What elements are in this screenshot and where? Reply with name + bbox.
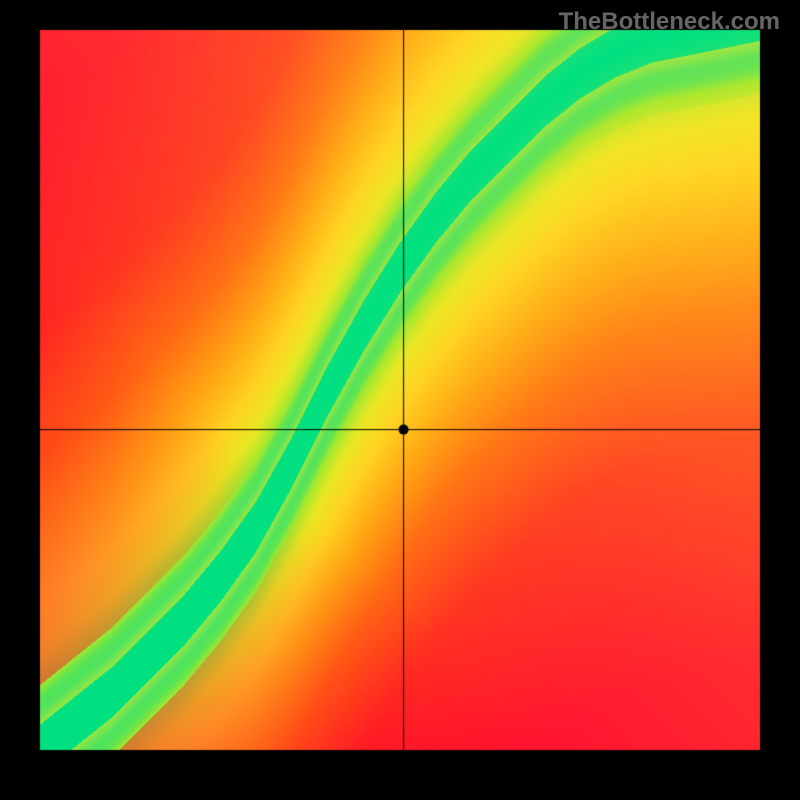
watermark-text: TheBottleneck.com [559,8,780,36]
chart-container: TheBottleneck.com [0,0,800,800]
heatmap-canvas [0,0,800,800]
